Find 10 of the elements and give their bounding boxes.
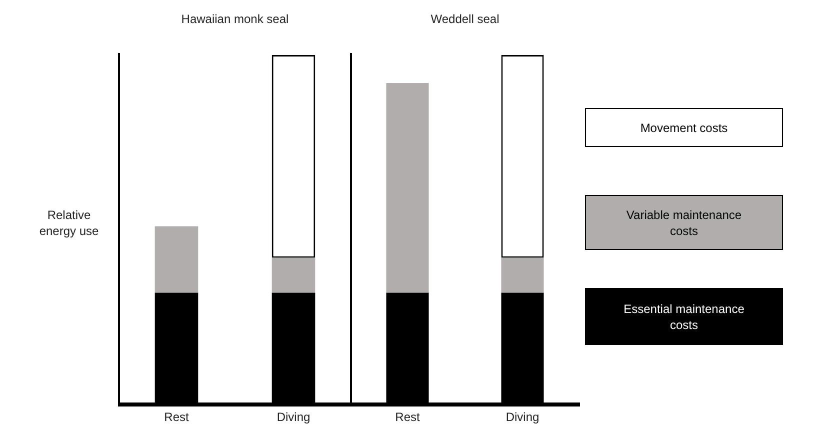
chart-title: Weddell seal [430, 12, 500, 26]
y-axis-title: Relative energy use [38, 207, 100, 239]
x-tick-label: Rest [164, 410, 190, 424]
chart-title: Hawaiian monk seal [180, 12, 290, 26]
x-tick-label: Diving [506, 410, 540, 424]
x-tick-label: Diving [276, 410, 310, 424]
text: Movement costs [640, 120, 728, 136]
text: Essential maintenance costs [622, 300, 746, 332]
x-tick-label: Rest [395, 410, 420, 424]
text: Variable maintenance costs [625, 206, 743, 238]
